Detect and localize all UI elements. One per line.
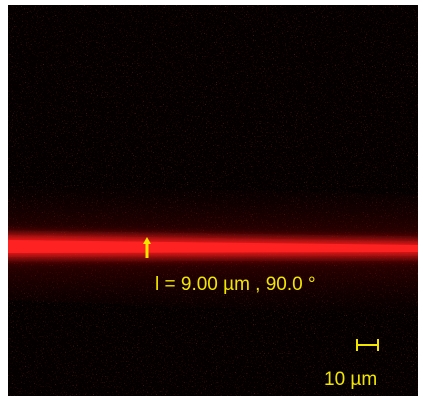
band-core — [8, 240, 418, 253]
scale-bar-label: 10 µm — [324, 369, 377, 390]
measurement-marker — [143, 237, 151, 258]
scale-bar — [356, 339, 379, 351]
micrograph: l = 9.00 µm , 90.0 ° 10 µm — [8, 5, 418, 396]
measurement-label: l = 9.00 µm , 90.0 ° — [155, 274, 316, 295]
